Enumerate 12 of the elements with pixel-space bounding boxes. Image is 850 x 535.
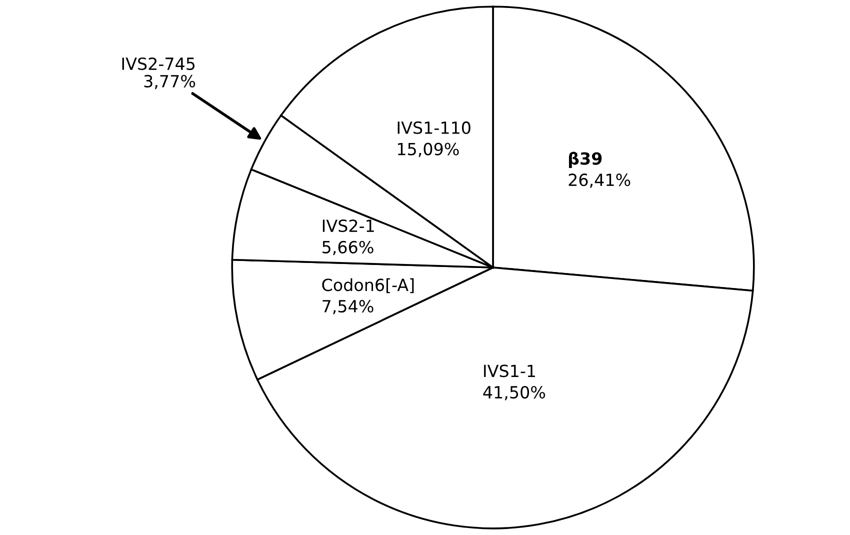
- data-label: 3,77%: [144, 74, 196, 90]
- slice-label: IVS2-1: [322, 219, 374, 232]
- data-label: 26,41%: [568, 174, 630, 188]
- data-label: 15,09%: [398, 142, 459, 158]
- slice-label: IVS1-110: [398, 121, 470, 134]
- data-label: 5,66%: [322, 240, 374, 256]
- data-label: 7,54%: [322, 300, 374, 314]
- slice-label: Codon6[-A]: [322, 278, 414, 294]
- slice-label: β39: [568, 152, 602, 168]
- slice-label: IVS2-745: [122, 57, 195, 70]
- slice-label: IVS1-1: [484, 364, 536, 378]
- data-label: 41,50%: [483, 386, 546, 400]
